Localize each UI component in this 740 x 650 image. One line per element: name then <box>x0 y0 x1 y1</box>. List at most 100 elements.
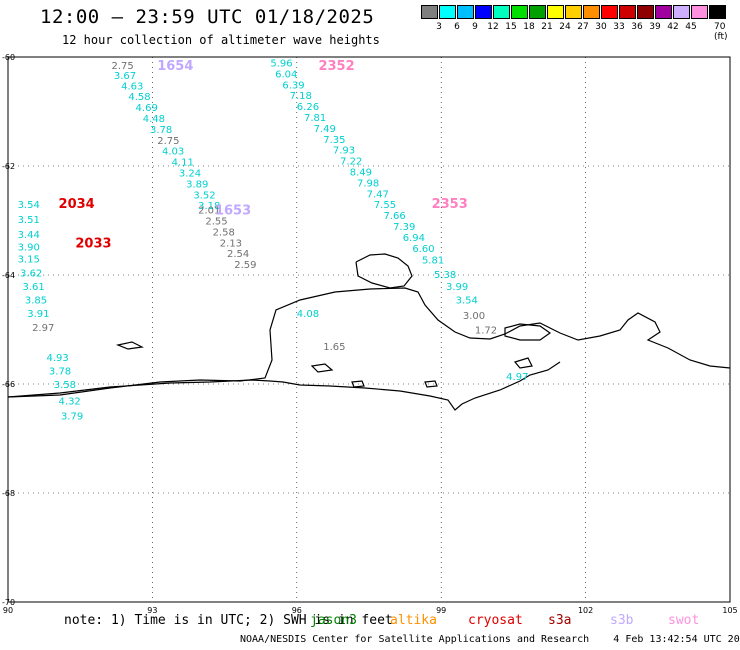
wave-height-value: 3.58 <box>54 380 76 391</box>
pass-time-label: 1654 <box>157 59 193 74</box>
legend-label: 36 <box>631 22 643 32</box>
legend-swatch <box>601 5 618 19</box>
wave-height-value: 7.22 <box>340 157 362 168</box>
satellite-name: s3b <box>610 613 634 628</box>
legend-swatch <box>619 5 636 19</box>
wave-height-value: 3.61 <box>22 282 44 293</box>
coastline <box>7 253 731 411</box>
legend-label: 12 <box>487 22 499 32</box>
y-tick-label: -70 <box>2 598 15 607</box>
wave-height-value: 2.59 <box>234 260 256 271</box>
legend-label: 24 <box>559 22 571 32</box>
coastline-segment <box>424 380 438 388</box>
x-tick-label: 90 <box>3 606 13 615</box>
y-tick-label: -64 <box>2 271 15 280</box>
pass-time-label: 1653 <box>215 204 251 219</box>
pass-time-label: 2352 <box>318 59 354 74</box>
wave-height-value: 4.03 <box>162 147 184 158</box>
legend-swatch <box>457 5 474 19</box>
coastline-segment <box>115 341 144 350</box>
credit-text: NOAA/NESDIS Center for Satellite Applica… <box>240 634 590 645</box>
wave-height-value: 3.54 <box>456 296 478 307</box>
legend-swatch <box>493 5 510 19</box>
wave-height-value: 6.04 <box>275 69 297 80</box>
wave-height-value: 2.75 <box>111 61 133 72</box>
legend-swatch <box>583 5 600 19</box>
coastline-segment <box>513 357 533 369</box>
wave-height-value: 5.38 <box>434 270 456 281</box>
wave-height-value: 2.54 <box>227 249 249 260</box>
legend-swatch <box>511 5 528 19</box>
wave-height-value: 7.98 <box>357 178 379 189</box>
coastline-segment <box>351 380 365 388</box>
wave-height-value: 3.90 <box>18 243 40 254</box>
legend-swatch <box>475 5 492 19</box>
coastline-segment <box>7 361 561 411</box>
map-frame <box>7 56 731 603</box>
wave-height-value: 6.60 <box>412 244 434 255</box>
wave-height-value: 8.49 <box>350 167 372 178</box>
wave-height-value: 4.63 <box>121 81 143 92</box>
coastline-segment <box>504 323 552 341</box>
satellite-name: s3a <box>548 613 572 628</box>
credit-timestamp: 4 Feb 13:42:54 UTC 2025 <box>613 634 740 645</box>
legend-units: 70 (ft) <box>714 22 728 42</box>
wave-height-value: 3.00 <box>463 311 485 322</box>
legend-label: 15 <box>505 22 517 32</box>
satellite-name: jason3 <box>310 613 357 628</box>
wave-height-value: 6.94 <box>403 233 425 244</box>
wave-height-value: 2.97 <box>32 323 54 334</box>
legend-swatch <box>565 5 582 19</box>
wave-height-value: 3.18 <box>198 201 220 212</box>
legend-label: 30 <box>595 22 607 32</box>
legend-label: 45 <box>685 22 697 32</box>
x-tick-label: 102 <box>578 606 593 615</box>
wave-height-value: 3.78 <box>150 125 172 136</box>
coastline-segment <box>7 287 731 398</box>
wave-height-value: 3.91 <box>27 309 49 320</box>
wave-height-value: 3.67 <box>114 71 136 82</box>
legend-swatch <box>439 5 456 19</box>
wave-height-value: 4.08 <box>297 309 319 320</box>
pass-time-label: 2034 <box>59 197 95 212</box>
footer-credit: NOAA/NESDIS Center for Satellite Applica… <box>240 634 740 645</box>
wave-height-value: 7.18 <box>290 91 312 102</box>
wave-height-value: 3.79 <box>61 412 83 423</box>
coastline-segment <box>310 363 334 373</box>
wave-height-value: 3.85 <box>25 296 47 307</box>
wave-height-value: 1.72 <box>475 326 497 337</box>
wave-height-value: 3.99 <box>446 282 468 293</box>
wave-height-value: 4.11 <box>172 158 194 169</box>
legend-label: 6 <box>454 22 460 32</box>
legend-swatch <box>421 5 438 19</box>
track-values: 2.753.674.634.584.694.483.782.754.034.11… <box>18 58 529 422</box>
legend-label: 18 <box>523 22 535 32</box>
wave-height-value: 7.35 <box>323 135 345 146</box>
legend-swatch <box>709 5 726 19</box>
wave-height-value: 7.39 <box>393 222 415 233</box>
wave-height-value: 3.52 <box>193 190 215 201</box>
legend-swatch <box>673 5 690 19</box>
footer-note: note: 1) Time is in UTC; 2) SWH is in fe… <box>64 613 393 628</box>
satellite-name: altika <box>390 613 437 628</box>
wave-height-value: 4.97 <box>506 372 528 383</box>
legend-swatch <box>637 5 654 19</box>
legend-swatch <box>655 5 672 19</box>
pass-time-label: 2033 <box>75 236 111 251</box>
x-tick-label: 93 <box>147 606 157 615</box>
pass-time-label: 2353 <box>432 197 468 212</box>
legend-swatch <box>529 5 546 19</box>
wave-height-value: 2.75 <box>157 136 179 147</box>
wave-height-value: 2.01 <box>198 206 220 217</box>
wave-height-value: 3.24 <box>179 169 201 180</box>
wave-height-value: 6.26 <box>297 102 319 113</box>
wave-height-value: 4.32 <box>59 396 81 407</box>
legend-swatch <box>691 5 708 19</box>
map-title: 12:00 – 23:59 UTC 01/18/2025 <box>40 6 375 28</box>
y-tick-label: -60 <box>2 53 15 62</box>
legend-label: 42 <box>667 22 679 32</box>
map-grid <box>8 57 730 602</box>
satellite-name: swot <box>668 613 700 628</box>
wave-height-value: 4.48 <box>143 114 165 125</box>
wave-height-value: 3.78 <box>49 366 71 377</box>
